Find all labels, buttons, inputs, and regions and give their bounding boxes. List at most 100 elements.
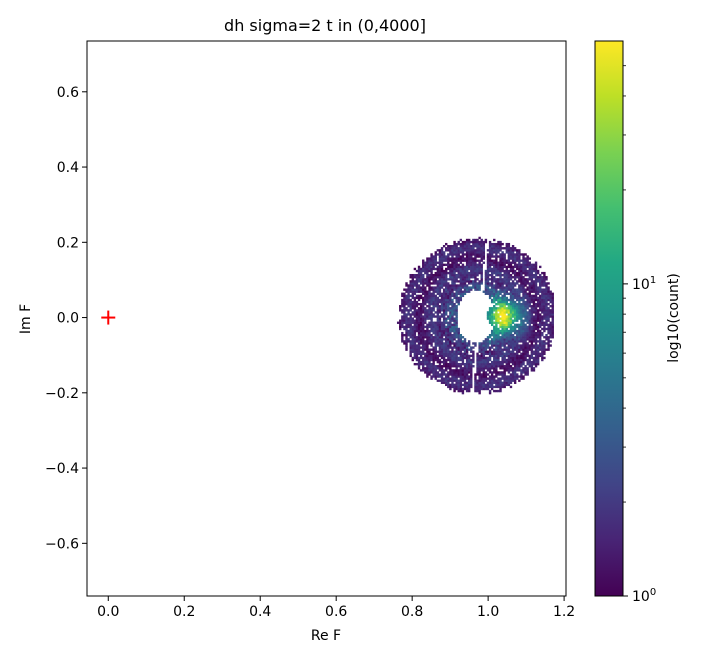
density-cell xyxy=(530,331,534,335)
density-cell xyxy=(505,358,508,362)
density-cell xyxy=(440,313,444,316)
density-cell xyxy=(428,296,431,300)
density-cell xyxy=(449,383,452,387)
density-cell xyxy=(434,282,437,285)
density-cell xyxy=(499,383,502,387)
density-cell xyxy=(499,348,502,351)
density-cell xyxy=(453,321,456,324)
density-cell xyxy=(409,344,412,347)
density-cell xyxy=(476,288,479,291)
density-cell xyxy=(484,240,488,244)
density-cell xyxy=(530,344,534,347)
density-cell xyxy=(486,261,490,264)
density-cell xyxy=(451,365,454,368)
density-cell xyxy=(445,292,448,295)
density-cell xyxy=(459,336,463,339)
density-cell xyxy=(428,348,431,351)
density-cell xyxy=(413,296,417,300)
density-cell xyxy=(413,321,417,324)
density-cell xyxy=(497,307,500,310)
density-cell xyxy=(457,265,460,269)
density-cell xyxy=(490,373,494,376)
density-cell xyxy=(438,294,442,298)
density-cell xyxy=(480,375,483,378)
density-cell xyxy=(438,327,442,331)
density-cell xyxy=(457,259,460,262)
density-cell xyxy=(453,307,456,310)
density-cell xyxy=(534,321,538,324)
density-cell xyxy=(430,342,433,345)
density-cell xyxy=(541,342,544,345)
density-cell xyxy=(499,317,502,320)
density-cell xyxy=(522,323,525,327)
density-cell xyxy=(438,267,442,271)
density-cell xyxy=(428,267,431,271)
density-cell xyxy=(470,245,473,248)
density-cell xyxy=(480,377,483,380)
density-cell xyxy=(501,300,504,304)
density-cell xyxy=(520,329,523,333)
density-cell xyxy=(409,340,412,343)
density-cell xyxy=(536,269,540,273)
density-cell xyxy=(495,278,498,281)
density-cell xyxy=(497,294,500,298)
density-cell xyxy=(413,338,417,341)
density-cell xyxy=(405,344,408,347)
density-cell xyxy=(434,261,437,264)
density-cell xyxy=(495,389,498,393)
y-axis: 0.60.40.20.0−0.2−0.4−0.6 xyxy=(45,85,87,552)
density-cell xyxy=(520,373,523,376)
density-cell xyxy=(493,334,496,337)
density-cell xyxy=(461,253,465,256)
density-cell xyxy=(426,367,429,370)
density-cell xyxy=(480,242,483,246)
density-cell xyxy=(407,321,410,324)
density-cell xyxy=(436,350,440,353)
density-cell xyxy=(442,307,446,310)
density-cell xyxy=(545,286,548,289)
density-cell xyxy=(503,253,506,256)
density-cell xyxy=(422,336,425,339)
density-cell xyxy=(472,245,475,248)
density-cell xyxy=(539,294,542,298)
density-cell xyxy=(447,340,450,343)
density-cell xyxy=(438,284,442,287)
density-cell xyxy=(547,329,550,333)
density-cell xyxy=(484,338,488,341)
density-cell xyxy=(543,284,546,287)
density-cell xyxy=(518,251,521,254)
density-cell xyxy=(476,383,479,387)
density-cell xyxy=(436,309,440,312)
density-cell xyxy=(507,307,511,310)
density-cell xyxy=(409,298,412,302)
density-cell xyxy=(426,276,429,279)
density-cell xyxy=(532,302,536,306)
density-cell xyxy=(422,346,425,349)
density-cell xyxy=(528,309,531,312)
density-cell xyxy=(399,323,402,327)
density-cell xyxy=(419,336,423,339)
density-cell xyxy=(524,280,527,283)
density-cell xyxy=(513,375,517,378)
density-cell xyxy=(478,282,481,285)
density-cell xyxy=(428,358,431,362)
density-cell xyxy=(453,327,456,331)
density-cell xyxy=(495,317,498,320)
density-cell xyxy=(461,373,465,376)
density-cell xyxy=(470,385,473,389)
density-cell xyxy=(449,346,452,349)
density-cell xyxy=(545,327,548,331)
density-cell xyxy=(407,298,410,302)
density-cell xyxy=(511,319,515,322)
density-cell xyxy=(499,321,502,324)
density-cell xyxy=(497,302,500,306)
density-cell xyxy=(501,338,504,341)
density-cell xyxy=(495,373,498,376)
density-cell xyxy=(465,284,469,287)
density-cell xyxy=(455,278,458,281)
density-cell xyxy=(434,329,437,333)
density-cell xyxy=(409,315,412,318)
density-cell xyxy=(532,276,536,279)
density-cell xyxy=(461,286,465,289)
density-cell xyxy=(447,294,450,298)
